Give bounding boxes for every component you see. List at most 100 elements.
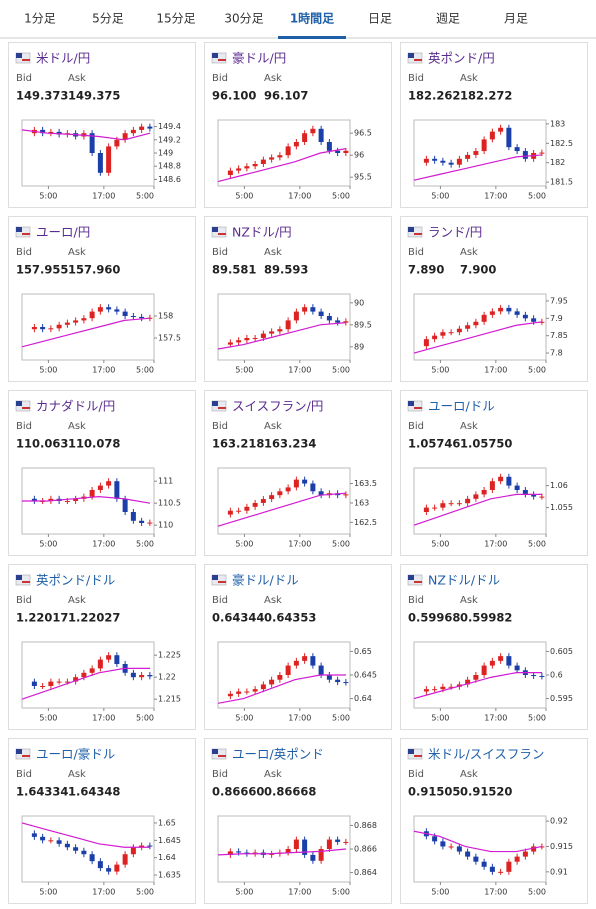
- candle: [318, 491, 324, 496]
- plot-frame: [217, 119, 351, 187]
- candle: [514, 147, 520, 152]
- flag-stripe: [218, 755, 226, 757]
- candle: [506, 476, 512, 486]
- bid-value: 157.955: [16, 263, 68, 277]
- x-tick-label: 17:00: [484, 888, 507, 897]
- candle: [122, 311, 128, 316]
- candle: [244, 506, 250, 511]
- x-tick-label: 5:00: [431, 192, 449, 201]
- moving-average: [217, 492, 347, 527]
- candle: [522, 490, 528, 495]
- moving-average: [413, 830, 543, 853]
- plot-frame: [413, 815, 547, 883]
- candle: [64, 501, 70, 502]
- x-tick-label: 5:00: [136, 540, 154, 549]
- candle: [56, 681, 62, 683]
- plot-frame: [217, 467, 351, 535]
- x-tick-label: 17:00: [92, 714, 115, 723]
- ask-value: 0.64353: [264, 611, 316, 625]
- bid-label: Bid: [408, 769, 424, 780]
- candle: [269, 331, 275, 334]
- x-tick-label: 5:00: [39, 192, 57, 201]
- candle: [106, 481, 112, 486]
- y-tick-label: 1.225: [158, 651, 181, 660]
- y-tick-label: 1.215: [158, 695, 181, 704]
- ask-value: 0.91520: [460, 785, 512, 799]
- candle: [326, 316, 332, 321]
- candle: [456, 158, 462, 165]
- bid-label: Bid: [408, 421, 424, 432]
- tab[interactable]: 30分足: [224, 12, 263, 26]
- bid-value: 0.86660: [212, 785, 264, 799]
- ask-label: Ask: [68, 421, 86, 432]
- candle: [310, 854, 316, 861]
- y-tick-label: 110.5: [158, 499, 181, 508]
- tab[interactable]: 15分足: [156, 12, 195, 26]
- ask-label: Ask: [68, 247, 86, 258]
- y-tick-label: 89.5: [354, 320, 372, 329]
- candle: [489, 660, 495, 666]
- tab[interactable]: 5分足: [92, 12, 124, 26]
- candle: [244, 338, 250, 341]
- ask-label: Ask: [264, 769, 282, 780]
- tab[interactable]: 日足: [368, 12, 392, 26]
- x-tick-label: 5:00: [528, 366, 546, 375]
- candle: [81, 318, 87, 321]
- tab[interactable]: 月足: [504, 12, 528, 26]
- bid-label: Bid: [16, 595, 32, 606]
- ask-label: Ask: [264, 247, 282, 258]
- candle: [227, 170, 233, 175]
- candle: [48, 328, 54, 330]
- candle: [277, 675, 283, 680]
- candle: [106, 868, 112, 872]
- candle: [539, 152, 545, 154]
- bid-label: Bid: [16, 247, 32, 258]
- pair-name: ユーロ/円: [36, 225, 90, 240]
- plot-frame: [21, 293, 155, 361]
- x-tick-label: 17:00: [92, 366, 115, 375]
- rate-card[interactable]: NZドル/円 Bid Ask 89.581 89.593 90 89.5 89 5:00 17:0…: [204, 216, 392, 382]
- y-tick-label: 0.91: [550, 867, 568, 876]
- ask-value: 110.078: [68, 437, 120, 451]
- moving-average: [413, 672, 542, 700]
- candle: [89, 854, 95, 862]
- moving-average: [413, 154, 543, 181]
- tab[interactable]: 週足: [436, 12, 460, 26]
- pair-name: 米ドル/円: [36, 51, 90, 66]
- rate-card[interactable]: ランド/円 Bid Ask 7.890 7.900 7.95 7.9 7.85 7.8 5:00 1…: [400, 216, 588, 382]
- candle: [293, 142, 299, 147]
- y-tick-label: 1.635: [158, 871, 181, 880]
- candle: [130, 512, 136, 521]
- y-tick-label: 0.605: [550, 647, 573, 656]
- tab[interactable]: 1分足: [24, 12, 56, 26]
- candle: [473, 675, 479, 680]
- candle: [40, 327, 46, 330]
- candle: [147, 126, 153, 129]
- tab[interactable]: 1時間足: [290, 11, 334, 26]
- candle: [302, 839, 308, 855]
- x-tick-label: 5:00: [332, 192, 350, 201]
- x-tick-label: 17:00: [484, 192, 507, 201]
- y-tick-label: 0.92: [550, 817, 568, 826]
- rate-card[interactable]: 豪ドル/円 Bid Ask 96.100 96.107 96.5 96 95.5 5:00 17:…: [204, 42, 392, 208]
- candle: [423, 158, 429, 163]
- y-tick-label: 0.866: [354, 845, 377, 854]
- candle: [285, 849, 291, 853]
- flag-stripe: [414, 755, 422, 757]
- moving-average: [413, 321, 543, 354]
- x-tick-label: 17:00: [92, 192, 115, 201]
- x-tick-label: 5:00: [332, 366, 350, 375]
- y-tick-label: 89: [354, 342, 364, 351]
